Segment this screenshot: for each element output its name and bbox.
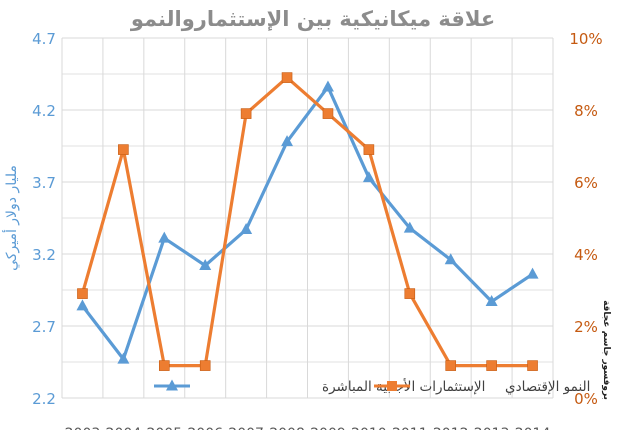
left-axis-tick-label: 2.2 — [32, 390, 56, 408]
data-point-square — [158, 360, 170, 371]
x-axis-tick-label: 2006 — [187, 426, 223, 430]
data-point-square — [404, 288, 416, 299]
legend-marker-triangle — [166, 379, 178, 391]
left-axis-tick-label: 4.2 — [32, 102, 56, 120]
legend: الإستثمارات الأجنبية المباشرة النمو الإقت… — [154, 378, 590, 395]
data-point-square — [486, 360, 497, 371]
x-axis-tick-label: 2003 — [65, 426, 101, 430]
left-axis-ticks: 2.2 2.7 3.2 3.7 4.2 4.7 — [32, 30, 56, 408]
x-axis-tick-label: 2013 — [474, 426, 510, 430]
data-point-triangle — [321, 80, 334, 92]
data-point-triangle — [76, 299, 89, 311]
data-point-square — [445, 360, 457, 371]
data-point-square — [363, 144, 375, 155]
x-axis-tick-label: 2008 — [269, 426, 305, 430]
x-axis-tick-label: 2007 — [228, 426, 264, 430]
data-point-triangle — [199, 259, 212, 271]
data-point-triangle — [485, 295, 498, 307]
data-point-triangle — [240, 223, 253, 235]
left-axis-tick-label: 3.7 — [32, 174, 56, 192]
right-axis-tick-label: 8% — [574, 102, 598, 120]
series — [76, 72, 539, 371]
data-point-triangle — [281, 135, 294, 147]
right-axis-tick-label: 4% — [574, 246, 598, 264]
data-point-square — [199, 360, 211, 371]
chart-title: علاقة ميكانيكية بين الإستثماروالنمو — [130, 7, 495, 31]
right-axis-tick-label: 0% — [574, 390, 598, 408]
x-axis-tick-label: 2012 — [433, 426, 469, 430]
data-point-triangle — [403, 221, 416, 233]
x-axis-tick-label: 2011 — [392, 426, 428, 430]
data-point-triangle — [526, 267, 539, 279]
left-axis-tick-label: 4.7 — [32, 30, 56, 48]
series-line — [81, 85, 534, 361]
right-axis-ticks: 0% 2% 4% 6% 8% 10% — [569, 30, 602, 408]
left-axis-title: مليار دولار أميركي — [2, 165, 20, 271]
x-axis-tick-label: 2004 — [106, 426, 142, 430]
series-line — [80, 75, 533, 368]
data-point-square — [322, 108, 334, 119]
left-axis-tick-label: 2.7 — [32, 318, 56, 336]
legend-item: الإستثمارات الأجنبية المباشرة — [154, 378, 485, 395]
data-point-square — [527, 360, 538, 371]
series-square — [77, 72, 538, 371]
right-axis-tick-label: 6% — [574, 174, 598, 192]
data-point-square — [77, 288, 88, 299]
left-axis-tick-label: 3.2 — [32, 246, 56, 264]
data-point-triangle — [362, 171, 375, 183]
legend-item: النمو الإقتصادي — [374, 379, 590, 395]
series-triangle — [76, 80, 539, 364]
author-note: بروفسور جاسم عجاقة — [601, 300, 611, 400]
legend-marker-square — [387, 381, 397, 391]
x-axis-ticks: 2003 2004 2005 2006 2007 2008 2009 2010 2011 2012… — [65, 426, 551, 430]
x-axis-tick-label: 2005 — [146, 426, 182, 430]
data-point-triangle — [444, 253, 457, 265]
right-axis-tick-label: 2% — [574, 318, 598, 336]
data-point-triangle — [158, 231, 171, 243]
x-axis-tick-label: 2014 — [515, 426, 551, 430]
x-axis-tick-label: 2009 — [310, 426, 346, 430]
data-point-square — [281, 72, 293, 83]
data-point-triangle — [117, 352, 130, 364]
data-point-square — [118, 144, 129, 155]
right-axis-tick-label: 10% — [569, 30, 602, 48]
x-axis-tick-label: 2010 — [351, 426, 387, 430]
data-point-square — [240, 108, 252, 119]
legend-label: النمو الإقتصادي — [505, 379, 590, 395]
